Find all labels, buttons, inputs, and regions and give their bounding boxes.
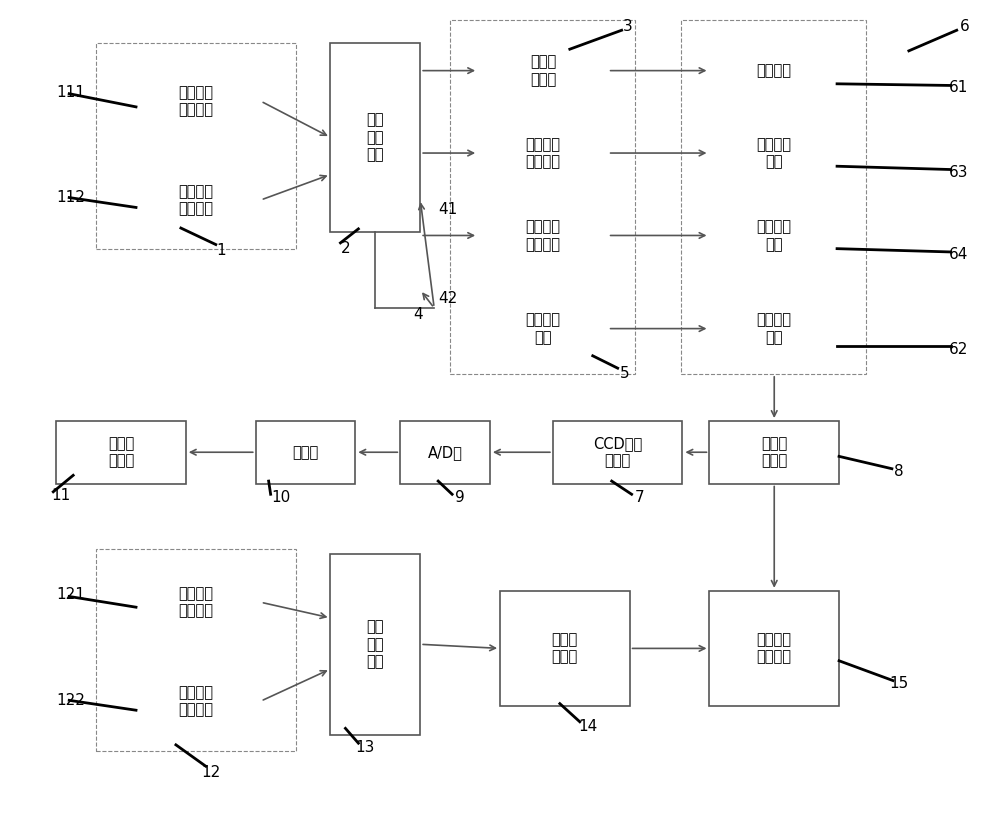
Bar (131, 667, 261, 735)
Text: 检测反馈
装置: 检测反馈 装置 (525, 313, 560, 345)
Bar (256, 421, 355, 484)
Text: 13: 13 (356, 740, 375, 755)
Text: 跑台式
丝印机: 跑台式 丝印机 (761, 436, 787, 468)
Bar (500, 590, 630, 706)
Text: 第一人工
编程装置: 第一人工 编程装置 (178, 85, 213, 117)
Text: 8: 8 (894, 464, 904, 479)
Bar (131, 166, 261, 234)
Text: 64: 64 (949, 247, 968, 262)
Bar (709, 421, 839, 484)
Text: 处理器: 处理器 (292, 445, 319, 460)
Text: 7: 7 (635, 490, 644, 505)
Bar (478, 40, 608, 102)
Bar (96, 549, 296, 752)
Bar (131, 67, 261, 135)
Text: 6: 6 (960, 19, 970, 34)
Text: 第二人工
编程装置: 第二人工 编程装置 (178, 586, 213, 619)
Bar (709, 40, 839, 102)
Bar (478, 204, 608, 267)
Text: 42: 42 (439, 290, 458, 306)
Text: 11: 11 (52, 489, 71, 504)
Bar (553, 421, 682, 484)
Text: 第一自动
编程装置: 第一自动 编程装置 (178, 184, 213, 216)
Text: 15: 15 (889, 676, 909, 691)
Text: 第二加工
中心主体: 第二加工 中心主体 (757, 632, 792, 665)
Bar (478, 297, 608, 360)
Text: 1: 1 (216, 243, 226, 258)
Text: 4: 4 (413, 307, 423, 322)
Text: A/D器: A/D器 (428, 445, 463, 460)
Text: 9: 9 (455, 490, 465, 505)
Text: 122: 122 (57, 693, 86, 708)
Text: 61: 61 (949, 80, 968, 95)
Text: 自动换刀
装置: 自动换刀 装置 (757, 313, 792, 345)
Text: 刀具进给
装置: 刀具进给 装置 (757, 219, 792, 251)
Text: 辅助控
制装置: 辅助控 制装置 (530, 55, 556, 87)
Text: 12: 12 (201, 764, 220, 780)
Text: 第二
数控
装置: 第二 数控 装置 (367, 619, 384, 669)
Bar (56, 421, 186, 484)
Bar (681, 20, 866, 374)
Text: 第二自动
编程装置: 第二自动 编程装置 (178, 685, 213, 717)
Text: 声光报
警装置: 声光报 警装置 (108, 436, 134, 468)
Text: 121: 121 (57, 587, 86, 602)
Text: 112: 112 (57, 190, 86, 205)
Bar (478, 122, 608, 184)
Text: 62: 62 (949, 342, 968, 356)
Text: 刀轴伺服
驱动系统: 刀轴伺服 驱动系统 (525, 136, 560, 170)
Text: 辅助装置: 辅助装置 (757, 63, 792, 78)
Text: 第一
数控
装置: 第一 数控 装置 (367, 112, 384, 162)
Bar (400, 421, 490, 484)
Bar (709, 204, 839, 267)
Bar (330, 553, 420, 735)
Text: CCD图像
传感器: CCD图像 传感器 (593, 436, 642, 468)
Text: 2: 2 (341, 241, 350, 256)
Text: 刀具切削
装置: 刀具切削 装置 (757, 136, 792, 170)
Text: 63: 63 (949, 165, 968, 179)
Bar (709, 122, 839, 184)
Bar (709, 297, 839, 360)
Text: 14: 14 (578, 719, 597, 734)
Bar (131, 568, 261, 636)
Text: 10: 10 (271, 490, 290, 505)
Bar (450, 20, 635, 374)
Text: 第二伺
服系统: 第二伺 服系统 (552, 632, 578, 665)
Text: 进给伺服
驱动系统: 进给伺服 驱动系统 (525, 219, 560, 251)
Bar (330, 43, 420, 232)
Bar (96, 43, 296, 249)
Bar (709, 590, 839, 706)
Text: 111: 111 (57, 84, 86, 99)
Text: 3: 3 (623, 19, 633, 34)
Text: 41: 41 (439, 202, 458, 217)
Text: 5: 5 (620, 366, 629, 381)
